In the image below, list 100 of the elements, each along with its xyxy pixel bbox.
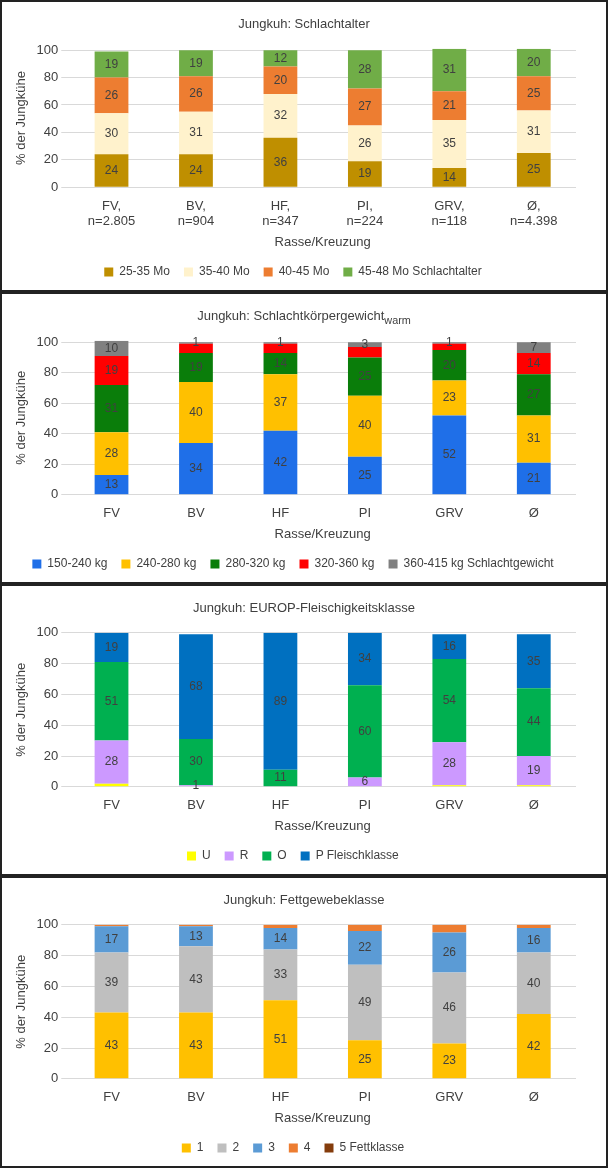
x-axis-title: Rasse/Kreuzung (274, 817, 371, 833)
x-tick-label: BV (187, 797, 205, 813)
data-label: 13 (104, 476, 119, 491)
bar (179, 1012, 213, 1079)
chart-title: Jungkuh: Fettgewebeklasse (222, 891, 386, 909)
data-label: 25 (358, 1051, 372, 1066)
y-tick-label: 0 (51, 178, 59, 194)
data-label: 31 (442, 62, 457, 77)
bar (516, 374, 551, 416)
data-label: 19 (358, 166, 372, 181)
bar (179, 154, 213, 187)
x-tick-label: BV, n=904 (177, 197, 215, 229)
x-tick-label: HF (271, 505, 290, 521)
y-axis-title: % der Jungkühe (13, 71, 29, 165)
bar (179, 50, 213, 77)
bar (432, 932, 467, 973)
legend-label: 5 Fettklasse (339, 1140, 405, 1155)
data-label: 14 (442, 169, 457, 184)
data-label: 35 (442, 136, 457, 151)
data-label: 16 (527, 932, 541, 947)
y-tick-label: 60 (43, 394, 59, 410)
data-label: 26 (358, 135, 372, 150)
data-label: 28 (104, 754, 119, 769)
legend-label: 4 (303, 1140, 311, 1155)
legend-label: 240-280 kg (136, 556, 197, 571)
data-label: 21 (527, 470, 541, 485)
data-label: 21 (442, 97, 457, 112)
x-tick-label: BV (187, 505, 205, 521)
data-label: 14 (273, 930, 288, 945)
x-axis-title: Rasse/Kreuzung (274, 1109, 371, 1125)
bar (516, 415, 551, 463)
bar (179, 926, 213, 947)
bar (347, 50, 382, 89)
bar (94, 952, 129, 1013)
x-tick-label: Ø (528, 505, 539, 521)
bar (179, 381, 213, 443)
x-tick-label: GRV, n=118 (431, 197, 468, 229)
data-label: 27 (358, 99, 372, 114)
bar (347, 346, 382, 358)
x-tick-label: HF (271, 1089, 290, 1105)
data-label: 52 (442, 447, 457, 462)
chart-title: Jungkuh: EUROP-Fleischigkeitsklasse (192, 599, 416, 617)
data-label: 51 (104, 693, 119, 708)
bar (94, 154, 129, 187)
data-label: 1 (277, 335, 285, 350)
data-label: 24 (189, 162, 203, 177)
x-tick-label: GRV (435, 1089, 464, 1105)
data-label: 1 (445, 335, 453, 350)
data-label: 34 (358, 651, 372, 666)
data-label: 33 (273, 967, 288, 982)
bar (347, 964, 382, 1041)
data-label: 19 (104, 639, 119, 654)
legend-label: 360-415 kg Schlachtgewicht (403, 556, 555, 571)
data-label: 17 (104, 931, 119, 946)
legend-label: 1 (196, 1140, 204, 1155)
x-tick-label: BV (187, 1089, 205, 1105)
bar (179, 442, 213, 495)
bar (516, 48, 551, 77)
bar (347, 1040, 382, 1079)
data-label: 26 (442, 944, 457, 959)
y-tick-label: 40 (43, 123, 59, 139)
y-tick-label: 80 (43, 69, 59, 85)
y-tick-label: 80 (43, 947, 59, 963)
bar (94, 356, 129, 386)
x-tick-label: Ø (528, 1089, 539, 1105)
bar (516, 353, 551, 375)
data-label: 1 (192, 335, 200, 350)
bar (263, 374, 298, 431)
bar (179, 946, 213, 1013)
bar (347, 685, 382, 778)
legend-label: 25-35 Mo (119, 264, 171, 279)
data-label: 25 (358, 467, 372, 482)
legend-label: 2 (232, 1140, 240, 1155)
x-tick-label: HF (271, 797, 290, 813)
bar (263, 137, 298, 187)
bar (347, 456, 382, 495)
bar (516, 924, 551, 928)
bar (179, 634, 213, 740)
bar (516, 110, 551, 153)
data-label: 42 (273, 454, 288, 469)
bar (263, 632, 298, 770)
data-label: 26 (189, 86, 203, 101)
bar (347, 930, 382, 965)
bar (516, 462, 551, 495)
data-label: 43 (189, 971, 203, 986)
bar (432, 120, 467, 169)
bar (94, 385, 129, 433)
data-label: 6 (361, 774, 369, 789)
bar (347, 395, 382, 457)
bar (263, 949, 298, 1001)
data-label: 19 (189, 359, 203, 374)
y-tick-label: 60 (43, 96, 59, 112)
data-label: 43 (189, 1037, 203, 1052)
data-label: 37 (273, 394, 288, 409)
bar (94, 1012, 129, 1079)
y-tick-label: 40 (43, 716, 59, 732)
y-tick-label: 100 (36, 916, 59, 932)
x-tick-label: GRV (435, 505, 464, 521)
data-label: 31 (189, 125, 203, 140)
x-axis-title: Rasse/Kreuzung (274, 233, 371, 249)
